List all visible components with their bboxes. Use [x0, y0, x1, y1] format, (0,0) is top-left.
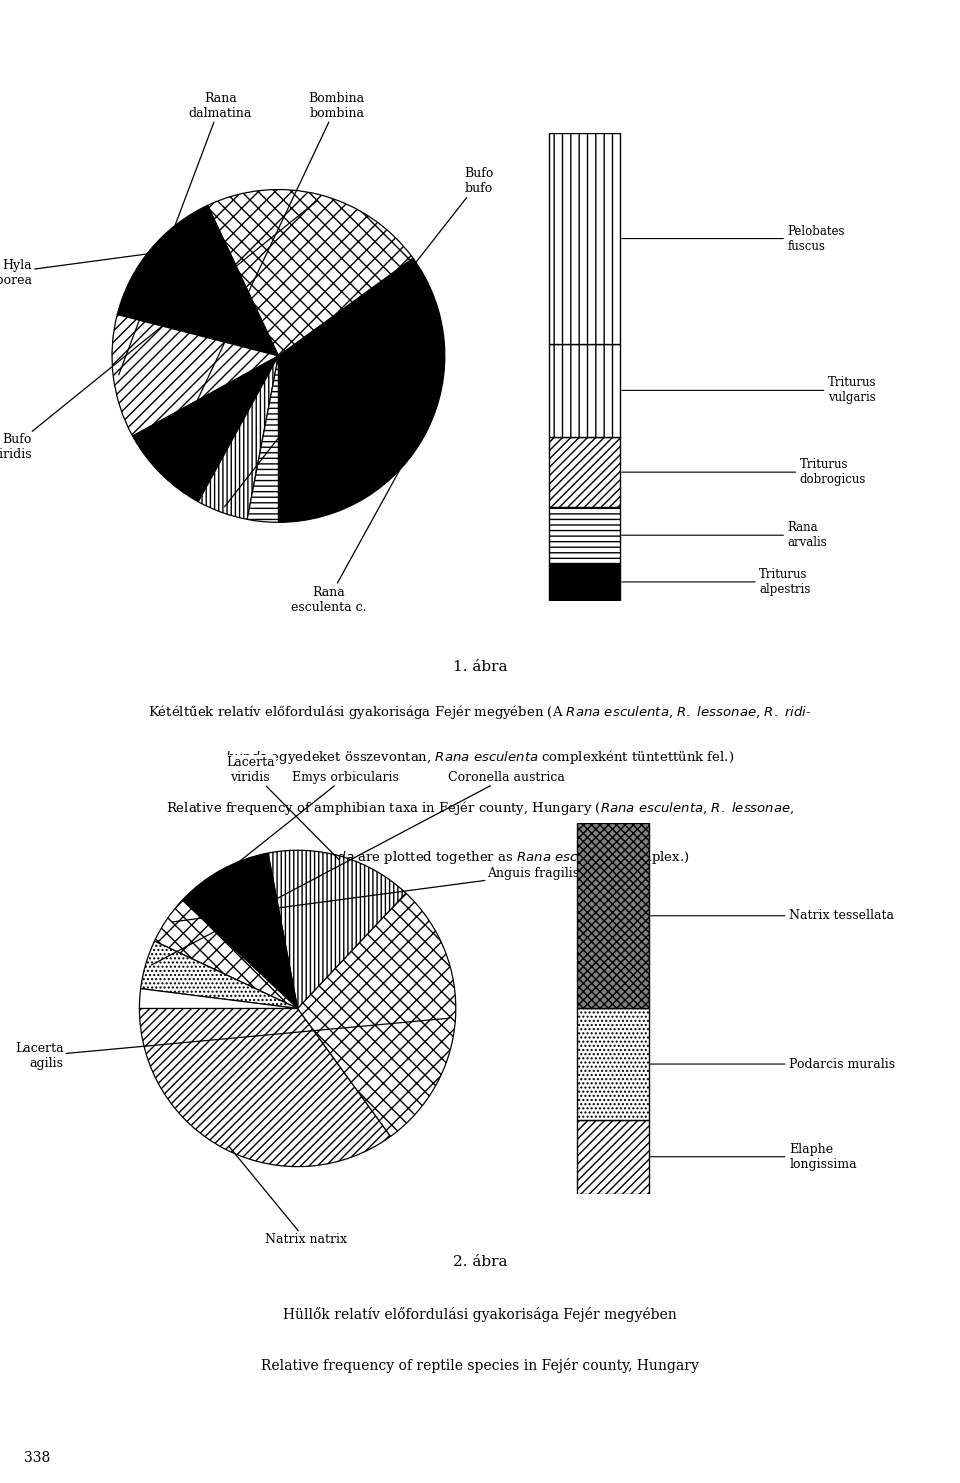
Wedge shape — [155, 900, 298, 1008]
Text: Rana
arvalis: Rana arvalis — [622, 521, 828, 549]
Text: Coronella austrica: Coronella austrica — [152, 771, 564, 965]
Text: Rana
dalmatina: Rana dalmatina — [119, 92, 252, 375]
Text: Relative frequency of reptile species in Fejér county, Hungary: Relative frequency of reptile species in… — [261, 1357, 699, 1373]
Text: $\mathit{R.\ ridibunda}$ are plotted together as $\mathit{Rana\ esculenta}$ comp: $\mathit{R.\ ridibunda}$ are plotted tog… — [271, 850, 689, 866]
Text: Anguis fragilis: Anguis fragilis — [172, 868, 580, 922]
Wedge shape — [198, 356, 278, 519]
Text: Triturus
vulgaris: Triturus vulgaris — [622, 377, 876, 405]
Text: Relative frequency of amphibian taxa in Fejér county, Hungary ($\mathit{Rana\ es: Relative frequency of amphibian taxa in … — [166, 799, 794, 817]
Text: Kétéltűek relatív előfordulási gyakorisága Fejér megyében (A $\mathit{Rana\ escu: Kétéltűek relatív előfordulási gyakorisá… — [149, 703, 811, 721]
Wedge shape — [132, 356, 278, 501]
Wedge shape — [112, 314, 278, 436]
Bar — [549, 133, 620, 344]
Text: Lacerta
viridis: Lacerta viridis — [226, 756, 340, 860]
Text: Natrix natrix: Natrix natrix — [228, 1146, 347, 1246]
Wedge shape — [117, 205, 278, 356]
Wedge shape — [139, 989, 298, 1008]
Text: Triturus
dobrogicus: Triturus dobrogicus — [622, 458, 866, 486]
Wedge shape — [298, 893, 456, 1136]
Wedge shape — [139, 1008, 391, 1167]
Wedge shape — [278, 258, 444, 522]
Text: Lacerta
agilis: Lacerta agilis — [14, 1019, 449, 1069]
Bar — [577, 1008, 649, 1120]
Bar — [549, 564, 620, 601]
Text: Bufo
viridis: Bufo viridis — [0, 200, 318, 461]
Wedge shape — [182, 853, 298, 1008]
Text: Bombina
bombina: Bombina bombina — [165, 92, 365, 469]
Wedge shape — [141, 942, 298, 1008]
Text: Hyla
arborea: Hyla arborea — [0, 254, 153, 286]
Text: Rana
esculenta c.: Rana esculenta c. — [291, 430, 421, 614]
Bar — [549, 344, 620, 437]
Text: Emys orbicularis: Emys orbicularis — [225, 771, 398, 873]
Bar — [577, 1120, 649, 1194]
Text: Bufo
bufo: Bufo bufo — [225, 168, 494, 507]
Text: Natrix tessellata: Natrix tessellata — [651, 909, 894, 922]
Bar — [549, 507, 620, 564]
Text: 2. ábra: 2. ábra — [453, 1255, 507, 1269]
Text: Hüllők relatív előfordulási gyakorisága Fejér megyében: Hüllők relatív előfordulási gyakorisága … — [283, 1308, 677, 1323]
Wedge shape — [268, 850, 406, 1008]
Text: Triturus
alpestris: Triturus alpestris — [622, 568, 811, 596]
Text: 338: 338 — [24, 1452, 50, 1465]
Text: Podarcis muralis: Podarcis muralis — [651, 1057, 896, 1071]
Text: 1. ábra: 1. ábra — [453, 660, 507, 675]
Wedge shape — [207, 190, 413, 356]
Bar — [577, 823, 649, 1008]
Text: Pelobates
fuscus: Pelobates fuscus — [622, 224, 845, 252]
Text: Elaphe
longissima: Elaphe longissima — [651, 1143, 856, 1170]
Text: $\mathit{bunda}$ egyedeket összevontan, $\mathit{Rana\ esculenta}$ complexként t: $\mathit{bunda}$ egyedeket összevontan, … — [226, 749, 734, 767]
Bar — [549, 437, 620, 507]
Wedge shape — [248, 356, 278, 522]
